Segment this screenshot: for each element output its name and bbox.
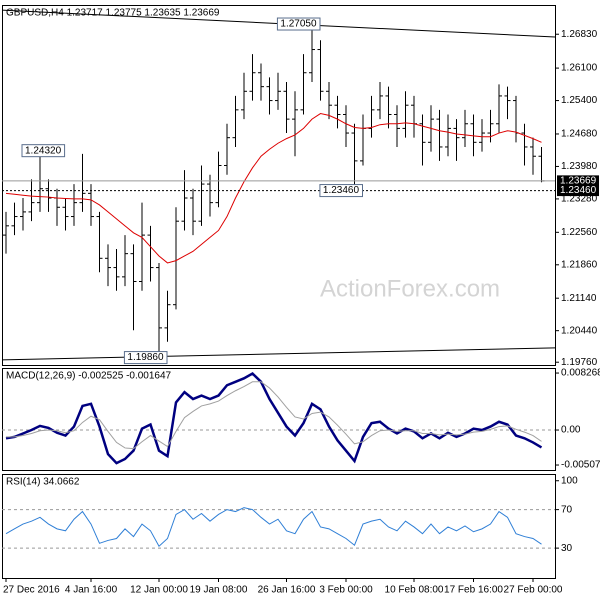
annotation-box	[276, 17, 321, 31]
current-price-label-box	[557, 175, 599, 187]
annotation-label: 1.27050	[280, 19, 317, 30]
macd-panel	[2, 368, 556, 471]
annotation-label: 1.23460	[323, 185, 360, 196]
support-level-label-box	[557, 185, 599, 197]
x-tick-label: 19 Jan 08:00	[190, 585, 248, 596]
y-tick-label: 1.21140	[561, 293, 597, 304]
support-level-label: 1.23460	[560, 185, 597, 196]
trendline	[1, 347, 556, 361]
y-tick-label: 1.22560	[561, 227, 598, 238]
x-tick-label: 26 Jan 16:00	[258, 585, 316, 596]
current-price-label: 1.23669	[560, 176, 597, 187]
y-tick-label: 1.26830	[561, 29, 598, 40]
y-tick-label: 70	[561, 504, 573, 515]
y-tick-label: 1.26100	[561, 63, 598, 74]
price-panel	[2, 5, 556, 366]
y-tick-label: -0.005078	[561, 460, 600, 471]
x-tick-label: 10 Feb 08:00	[385, 585, 444, 596]
y-tick-label: 0.008268	[561, 368, 600, 379]
x-tick-label: 4 Jan 16:00	[65, 585, 118, 596]
y-tick-label: 1.19760	[561, 357, 598, 368]
panel-title: RSI(14) 34.0662	[6, 477, 80, 488]
y-tick-label: 30	[561, 543, 573, 554]
x-tick-label: 27 Dec 2016	[3, 585, 60, 596]
y-tick-label: 1.23280	[561, 194, 598, 205]
watermark: ActionForex.com	[320, 275, 500, 302]
y-tick-label: 1.25400	[561, 95, 598, 106]
x-tick-label: 12 Jan 00:00	[130, 585, 188, 596]
y-tick-label: 1.24680	[561, 129, 598, 140]
series-line	[5, 507, 542, 547]
annotation-box	[123, 351, 168, 365]
annotation-box	[21, 144, 66, 158]
panel-title: GBPUSD,H4 1.23717 1.23775 1.23635 1.2366…	[6, 8, 220, 19]
x-tick-label: 3 Feb 00:00	[319, 585, 373, 596]
annotation-box	[319, 184, 363, 198]
y-tick-label: 0.00	[561, 425, 581, 436]
series-line	[5, 113, 542, 264]
x-tick-label: 27 Feb 00:00	[504, 585, 563, 596]
series-line	[6, 381, 542, 450]
panel-title: MACD(12,26,9) -0.002525 -0.001647	[6, 371, 172, 382]
y-tick-label: 1.23980	[561, 161, 598, 172]
rsi-panel	[2, 474, 556, 579]
annotation-label: 1.19860	[127, 352, 164, 363]
y-tick-label: 100	[561, 475, 578, 486]
y-tick-label: 1.21860	[561, 259, 598, 270]
x-tick-label: 17 Feb 16:00	[444, 585, 503, 596]
annotation-label: 1.24320	[25, 145, 62, 156]
y-tick-label: 1.20440	[561, 325, 598, 336]
